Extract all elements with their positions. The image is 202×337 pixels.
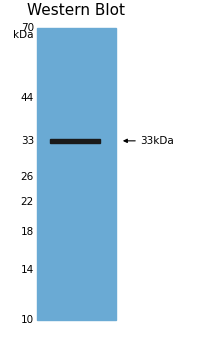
Text: 33kDa: 33kDa (139, 136, 173, 146)
Bar (37, 28, 115, 320)
Text: 70: 70 (21, 23, 34, 33)
Text: 10: 10 (21, 315, 34, 325)
Text: 26: 26 (21, 172, 34, 182)
Text: 18: 18 (21, 227, 34, 237)
Text: 14: 14 (21, 265, 34, 275)
Bar (50, 139, 100, 143)
Text: kDa: kDa (14, 30, 34, 40)
Text: 22: 22 (21, 197, 34, 207)
Text: 33: 33 (21, 136, 34, 146)
Text: Western Blot: Western Blot (27, 3, 125, 18)
Text: 44: 44 (21, 93, 34, 103)
